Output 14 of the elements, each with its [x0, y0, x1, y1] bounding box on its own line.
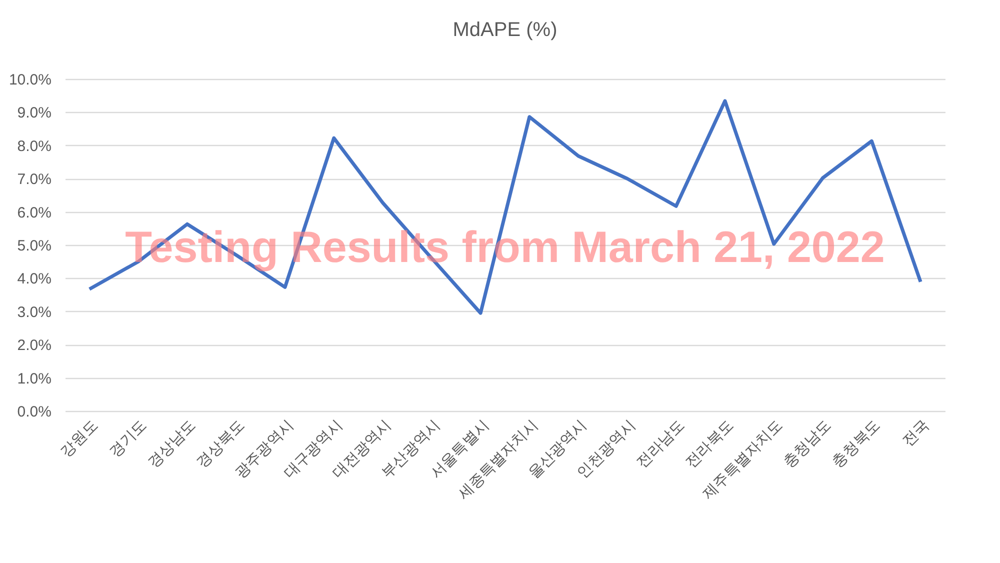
- y-tick-label: 4.0%: [17, 270, 52, 288]
- x-tick-label: 전국: [899, 416, 932, 450]
- y-tick-label: 6.0%: [17, 204, 52, 222]
- y-tick-label: 1.0%: [17, 370, 52, 388]
- y-tick-label: 5.0%: [17, 238, 52, 254]
- line-series: [88, 99, 922, 315]
- y-tick-label: 2.0%: [17, 337, 52, 354]
- chart-title: MdAPE (%): [452, 19, 558, 41]
- y-tick-label: 9.0%: [17, 104, 52, 122]
- y-tick-label: 0.0%: [17, 404, 52, 420]
- y-tick-label: 7.0%: [17, 171, 52, 188]
- y-tick-label: 8.0%: [17, 138, 52, 155]
- y-tick-label: 3.0%: [17, 304, 52, 321]
- y-tick-label: 10.0%: [8, 72, 52, 88]
